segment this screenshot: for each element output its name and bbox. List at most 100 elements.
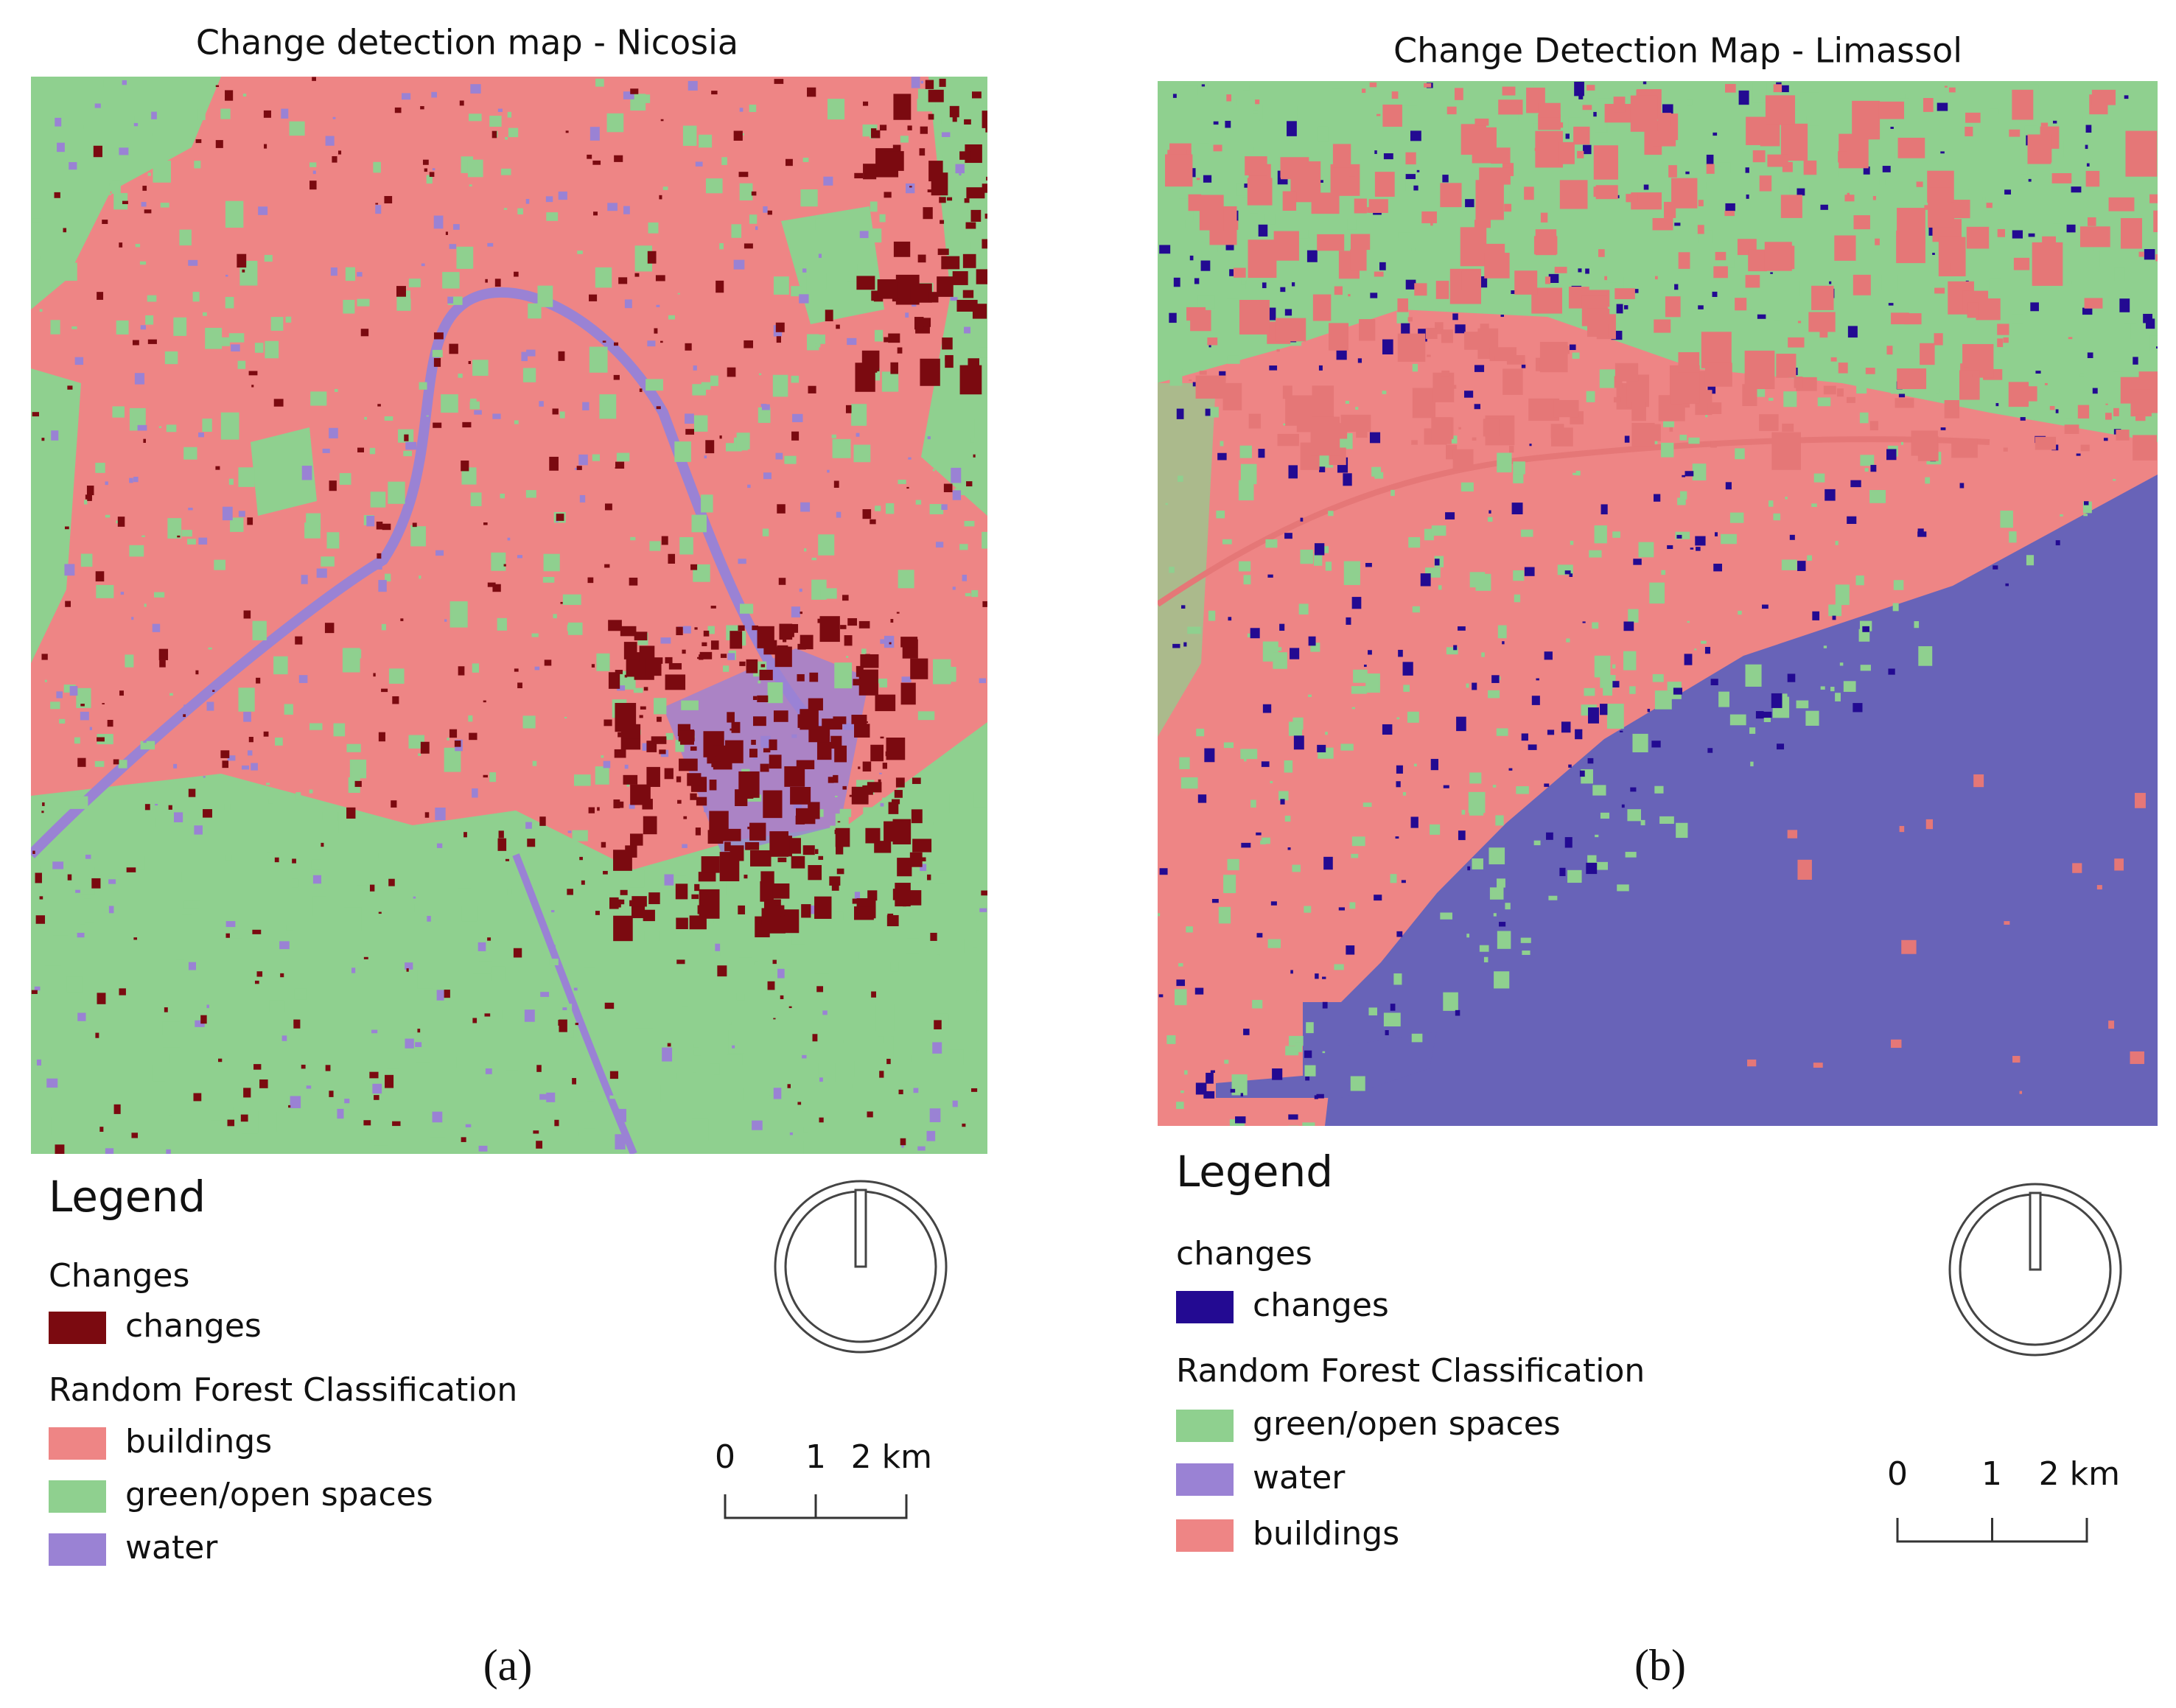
map-patch (1544, 276, 1551, 284)
map-patch (2114, 858, 2124, 871)
map-patch (514, 668, 519, 672)
map-patch (1287, 121, 1297, 136)
map-patch (749, 214, 758, 224)
map-patch (1178, 963, 1183, 967)
map-patch (1491, 675, 1500, 683)
map-patch (2083, 501, 2089, 505)
map-patch (41, 654, 48, 660)
map-patch (903, 1054, 912, 1063)
map-patch (617, 685, 626, 691)
map-patch (552, 408, 559, 415)
map-patch (752, 696, 758, 701)
map-patch (1322, 1001, 1328, 1009)
map-patch (2003, 337, 2009, 343)
map-patch (609, 897, 619, 909)
map-patch (1674, 284, 1679, 290)
map-patch (337, 1108, 344, 1119)
map-patch (1914, 621, 1920, 629)
map-patch (1763, 711, 1772, 718)
map-patch (1464, 332, 1481, 350)
map-patch (1544, 651, 1553, 660)
map-patch (626, 783, 630, 787)
map-patch (1752, 150, 1766, 163)
map-patch (1397, 298, 1408, 312)
map-patch (681, 700, 699, 710)
map-patch (1832, 615, 1836, 620)
map-patch (412, 522, 417, 528)
map-patch (802, 268, 807, 273)
map-patch (955, 164, 965, 174)
map-patch (1712, 291, 1718, 297)
map-patch (264, 254, 273, 262)
map-patch (2135, 414, 2146, 421)
map-patch (1489, 347, 1517, 362)
map-patch (945, 354, 954, 368)
map-patch (1481, 652, 1485, 657)
map-patch (1169, 312, 1177, 323)
map-patch (1508, 768, 1513, 771)
map-patch (808, 802, 820, 819)
map-patch (707, 830, 724, 844)
map-patch (589, 346, 608, 373)
map-patch (487, 242, 494, 247)
map-patch (939, 78, 946, 87)
map-patch (608, 672, 620, 689)
map-patch (295, 636, 303, 645)
map-patch (224, 111, 229, 116)
map-patch (1878, 101, 1905, 119)
map-patch (1231, 1074, 1248, 1096)
map-patch (778, 578, 786, 585)
map-patch (492, 413, 501, 419)
map-patch (1685, 171, 1690, 175)
map-patch (153, 1065, 166, 1082)
map-patch (1248, 239, 1277, 279)
map-patch (1325, 561, 1332, 571)
map-patch (1241, 842, 1251, 848)
map-patch (970, 294, 977, 304)
map-patch (674, 441, 691, 462)
map-patch (1749, 202, 1755, 207)
map-patch (1446, 647, 1458, 655)
map-patch (1630, 95, 1658, 132)
scale-label: 2 km (2039, 1455, 2120, 1493)
map-patch (901, 1144, 904, 1148)
map-patch (746, 659, 758, 673)
map-patch (804, 837, 811, 844)
map-patch (386, 1054, 399, 1069)
map-patch (966, 187, 985, 199)
map-patch (1999, 312, 2004, 318)
map-patch (2116, 430, 2130, 441)
map-patch (491, 966, 506, 981)
map-patch (1460, 227, 1487, 267)
map-patch (220, 337, 230, 346)
map-patch (1300, 517, 1304, 522)
map-patch (833, 480, 839, 488)
map-patch (107, 719, 113, 727)
map-patch (1613, 97, 1626, 113)
map-patch (1312, 385, 1334, 417)
map-patch (1614, 376, 1623, 388)
map-patch (1350, 249, 1367, 271)
map-patch (1715, 532, 1718, 536)
map-patch (1474, 220, 1491, 228)
map-patch (1382, 104, 1402, 127)
map-patch (692, 1119, 709, 1141)
map-patch (1172, 94, 1177, 98)
map-patch (540, 992, 550, 997)
map-patch (1208, 343, 1211, 348)
map-patch (108, 879, 116, 884)
legend-swatch (1176, 1410, 1234, 1442)
map-patch (424, 812, 430, 818)
map-patch (791, 431, 800, 441)
map-patch (435, 550, 444, 556)
map-patch (2149, 335, 2158, 351)
map-patch (875, 505, 881, 511)
map-patch (1222, 539, 1232, 545)
map-patch (811, 557, 817, 561)
map-patch (743, 1087, 755, 1101)
map-patch (220, 412, 239, 440)
map-patch (1316, 1093, 1324, 1099)
map-patch (86, 486, 94, 496)
map-patch (522, 368, 536, 382)
map-patch (750, 850, 772, 867)
